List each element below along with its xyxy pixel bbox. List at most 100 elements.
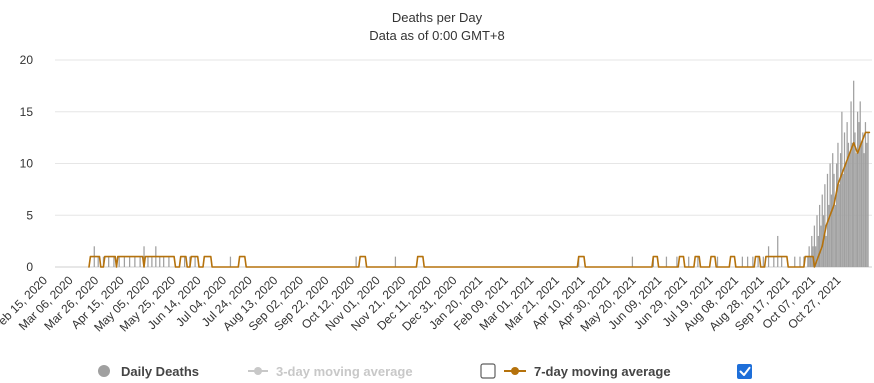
daily-deaths-bar xyxy=(842,173,844,267)
daily-deaths-bar xyxy=(828,204,830,267)
daily-deaths-bar xyxy=(147,256,149,267)
checkbox-7-day-box xyxy=(737,364,752,379)
checkmark-icon xyxy=(739,366,751,376)
daily-deaths-bar xyxy=(151,256,153,267)
daily-deaths-bar xyxy=(824,184,826,267)
daily-deaths-bar xyxy=(839,153,842,267)
legend-7-day-marker xyxy=(511,367,519,375)
legend-3-day-label: 3-day moving average xyxy=(276,364,413,379)
daily-deaths-bar xyxy=(762,256,764,267)
legend-daily-deaths-marker xyxy=(98,365,110,377)
daily-deaths-bar xyxy=(837,142,839,267)
daily-deaths-bars xyxy=(93,80,869,268)
daily-deaths-bar xyxy=(813,225,816,267)
daily-deaths-bar xyxy=(858,122,860,267)
daily-deaths-bar xyxy=(716,256,719,267)
daily-deaths-bar xyxy=(807,256,809,267)
daily-deaths-bar xyxy=(821,194,823,267)
daily-deaths-bar xyxy=(864,122,867,267)
daily-deaths-bar xyxy=(854,132,856,267)
daily-deaths-bar xyxy=(183,256,186,267)
daily-deaths-bar xyxy=(134,256,136,267)
daily-deaths-bar xyxy=(859,101,861,268)
legend-item-3-day-moving-average[interactable]: 3-day moving average xyxy=(248,364,413,379)
daily-deaths-bar xyxy=(123,256,126,267)
legend: Daily Deaths 3-day moving average 7-day … xyxy=(98,363,752,379)
daily-deaths-bar xyxy=(834,204,836,267)
daily-deaths-bar xyxy=(830,194,833,267)
daily-deaths-bar xyxy=(97,256,99,267)
daily-deaths-bar xyxy=(838,184,840,267)
daily-deaths-bar xyxy=(815,246,817,267)
y-tick-label: 5 xyxy=(26,208,33,222)
daily-deaths-bar xyxy=(746,256,749,267)
daily-deaths-bar xyxy=(108,256,110,267)
daily-deaths-bar xyxy=(741,256,744,267)
daily-deaths-bar xyxy=(819,204,821,267)
y-tick-label: 15 xyxy=(20,105,34,119)
daily-deaths-bar xyxy=(863,153,865,267)
y-tick-label: 20 xyxy=(20,53,34,67)
daily-deaths-bar xyxy=(867,132,869,267)
daily-deaths-bar xyxy=(820,225,822,267)
grid-layer xyxy=(55,59,872,268)
daily-deaths-bar xyxy=(129,256,131,267)
daily-deaths-bar xyxy=(229,256,232,267)
legend-item-daily-deaths[interactable]: Daily Deaths xyxy=(98,364,199,379)
daily-deaths-bar xyxy=(168,256,170,267)
daily-deaths-bar xyxy=(833,173,835,267)
daily-deaths-bar xyxy=(862,132,864,267)
daily-deaths-bar xyxy=(853,80,855,267)
daily-deaths-bar xyxy=(688,256,690,267)
chart-title: Deaths per Day xyxy=(392,10,483,25)
daily-deaths-bar xyxy=(811,235,813,267)
daily-deaths-bar xyxy=(809,256,812,267)
daily-deaths-bar xyxy=(159,256,161,267)
daily-deaths-bar xyxy=(665,256,668,267)
daily-deaths-bar xyxy=(860,142,863,267)
daily-deaths-bar xyxy=(676,256,678,267)
legend-3-day-marker xyxy=(254,367,262,375)
daily-deaths-bar xyxy=(355,256,357,267)
daily-deaths-bar xyxy=(841,111,843,267)
daily-deaths-bar xyxy=(825,235,827,267)
daily-deaths-bar xyxy=(757,256,759,267)
daily-deaths-bar xyxy=(856,111,859,267)
daily-deaths-bar xyxy=(847,142,850,267)
y-tick-label: 0 xyxy=(26,260,33,274)
y-axis-ticks: 0 5 10 15 20 xyxy=(20,53,34,274)
checkbox-7-day-moving-average[interactable] xyxy=(737,364,752,379)
daily-deaths-bar xyxy=(394,256,397,267)
daily-deaths-bar xyxy=(851,142,853,267)
daily-deaths-bar xyxy=(143,246,145,267)
checkbox-3-day-moving-average[interactable] xyxy=(480,363,496,379)
daily-deaths-bar xyxy=(866,142,868,267)
daily-deaths-bar xyxy=(194,256,196,267)
daily-deaths-bar xyxy=(752,256,754,267)
daily-deaths-bar xyxy=(799,256,801,267)
daily-deaths-bar xyxy=(781,256,783,267)
daily-deaths-bar xyxy=(777,235,779,267)
daily-deaths-bar xyxy=(139,256,141,267)
daily-deaths-bar xyxy=(697,256,699,267)
legend-item-7-day-moving-average[interactable]: 7-day moving average xyxy=(504,364,671,379)
daily-deaths-bar xyxy=(113,256,115,267)
seven-day-moving-average-line xyxy=(88,131,871,268)
moving-average-line-layer xyxy=(88,131,871,268)
legend-daily-deaths-label: Daily Deaths xyxy=(121,364,199,379)
chart-subtitle: Data as of 0:00 GMT+8 xyxy=(369,28,504,43)
daily-deaths-bar xyxy=(846,122,848,267)
legend-7-day-label: 7-day moving average xyxy=(534,364,671,379)
daily-deaths-bar xyxy=(855,153,857,267)
daily-deaths-bar xyxy=(849,153,851,267)
y-tick-label: 10 xyxy=(20,157,34,171)
daily-deaths-bar xyxy=(816,215,818,267)
daily-deaths-bar xyxy=(817,235,819,267)
daily-deaths-bar xyxy=(631,256,634,267)
daily-deaths-bar xyxy=(773,256,775,267)
daily-deaths-bar xyxy=(845,163,847,267)
daily-deaths-bar xyxy=(843,132,846,267)
